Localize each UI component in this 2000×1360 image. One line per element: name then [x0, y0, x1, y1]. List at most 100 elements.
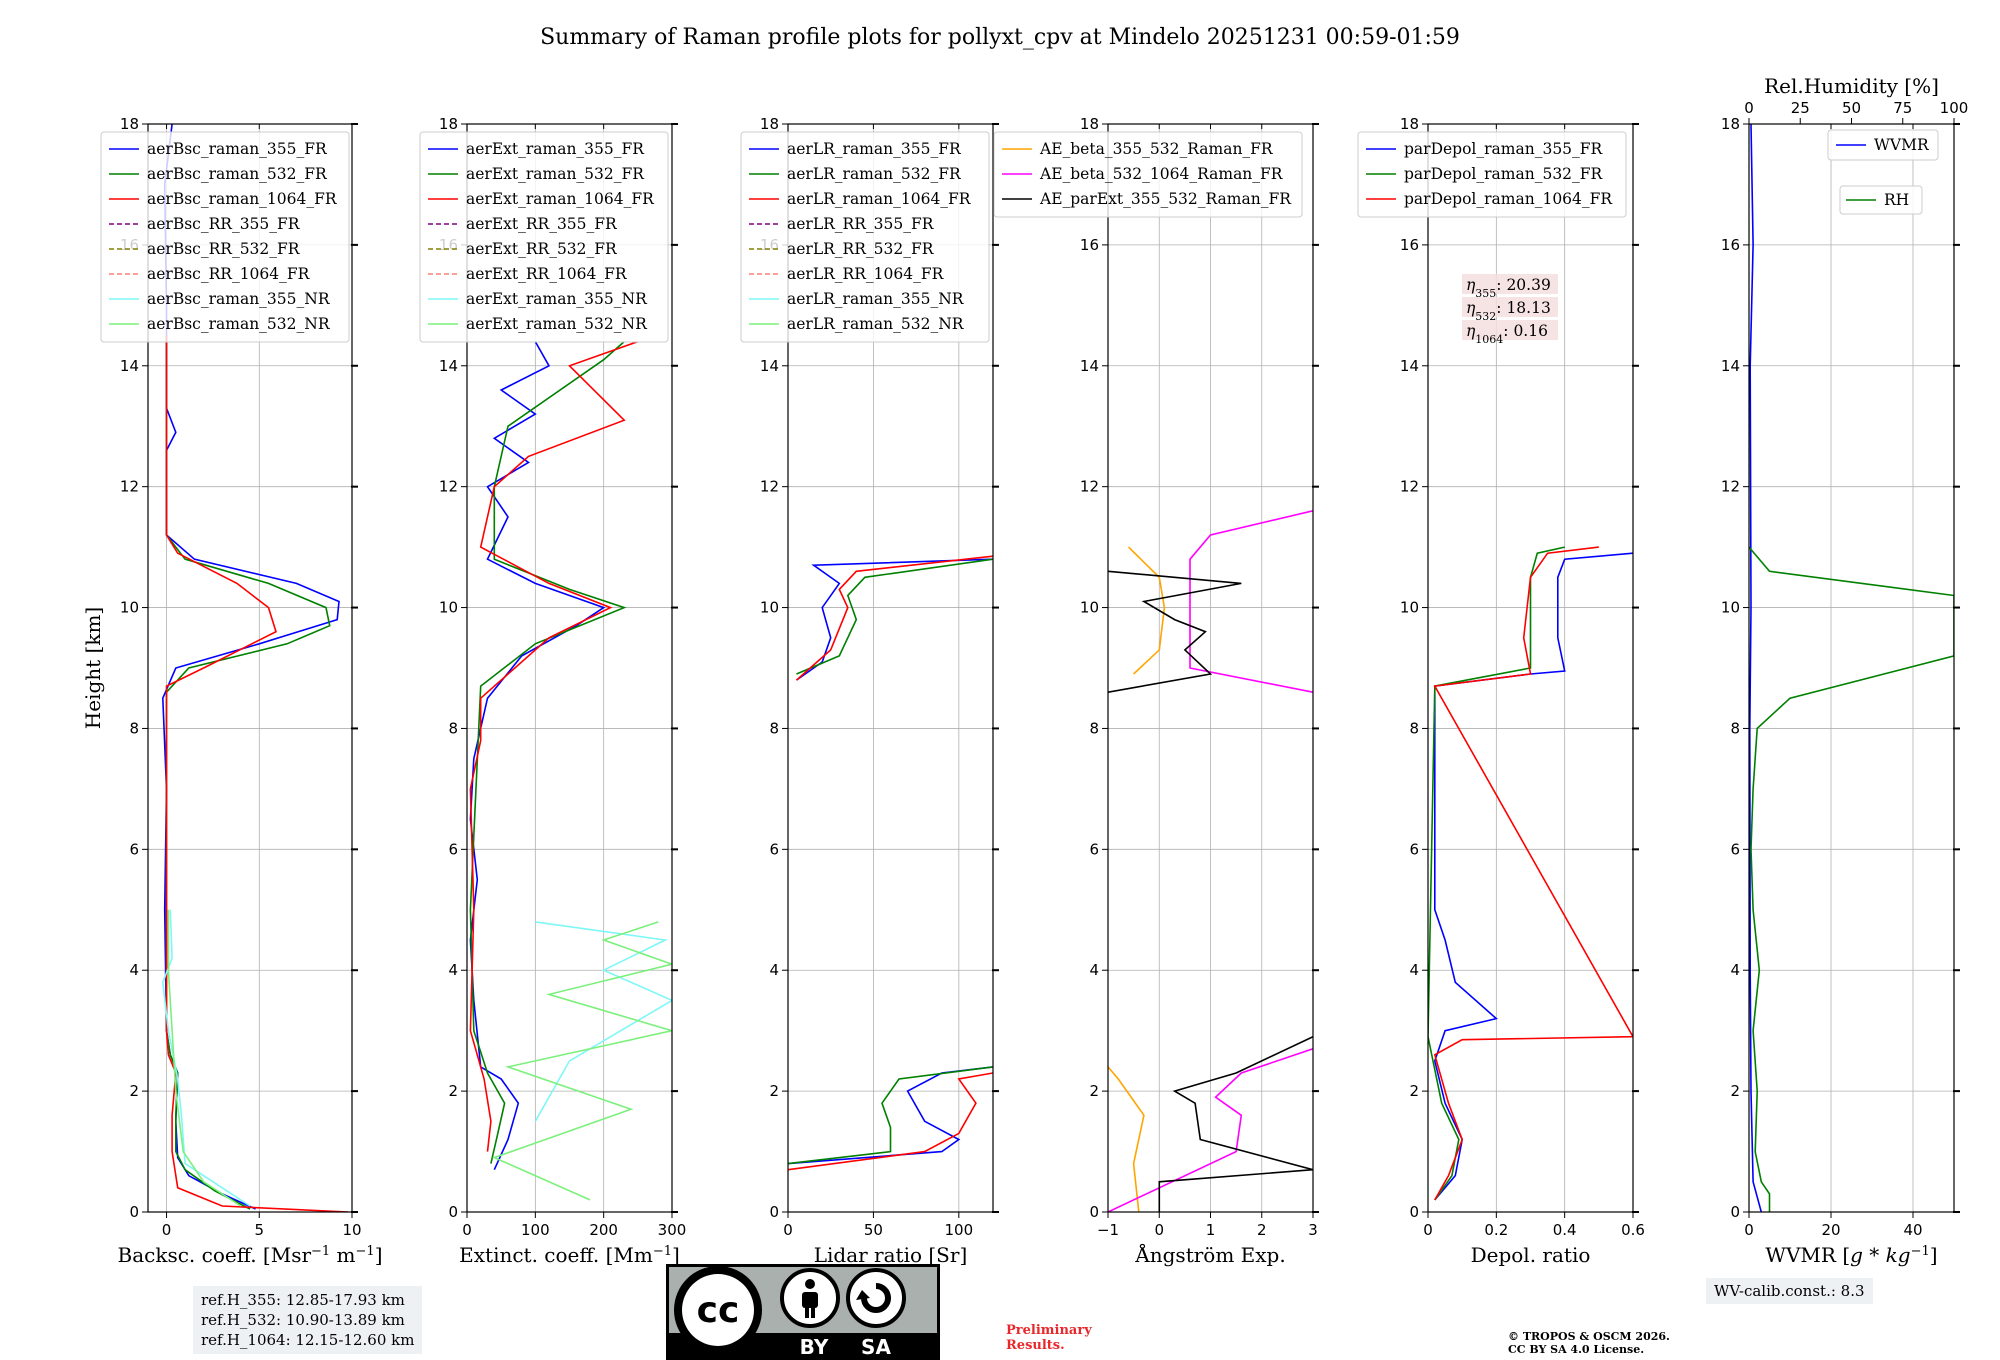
- series-line-aerLR_raman_1064_FR: [788, 1072, 993, 1171]
- panel-bsc: 0510024681012141618Backsc. coeff. [Msr−1…: [100, 115, 383, 1267]
- x-label-end: ]: [672, 1243, 680, 1267]
- series-line-aerExt_raman_355_FR: [469, 341, 606, 1171]
- eta-value: : 18.13: [1496, 299, 1551, 317]
- x-label-text: Depol. ratio: [1471, 1243, 1591, 1267]
- legend-label: RH: [1884, 191, 1909, 209]
- legend-label: aerLR_raman_532_FR: [787, 165, 962, 183]
- legend-box: [1839, 185, 1923, 215]
- x-label-text: WVMR [: [1765, 1243, 1850, 1267]
- y-tick-label: 14: [1721, 357, 1740, 375]
- panels: 0 5 10 0 2 4 6 8 10 12 14 16 18 Backsc. coeff. [Msr−1…: [81, 74, 1968, 1267]
- legend-label: AE_beta_355_532_Raman_FR: [1039, 140, 1274, 158]
- series-line-WVMR: [1749, 124, 1763, 1212]
- eta-symbol: η: [1466, 299, 1476, 317]
- y-tick-label: 4: [1409, 961, 1419, 979]
- x-label-sup-2: −1: [356, 1244, 375, 1259]
- y-tick-label: 10: [439, 599, 458, 617]
- legend-rh: RH: [1839, 185, 1923, 215]
- series-group: [788, 555, 993, 1171]
- y-tick-label: 12: [1080, 478, 1099, 496]
- series-line-aerExt_raman_532_FR: [469, 341, 627, 1164]
- legend-box: [1827, 129, 1939, 161]
- legend-box: [740, 131, 990, 343]
- legend-label: parDepol_raman_1064_FR: [1404, 190, 1613, 208]
- top-x-tick-label: 75: [1893, 99, 1912, 117]
- y-tick-label: 16: [1080, 236, 1099, 254]
- y-tick-label: 18: [760, 115, 779, 133]
- x-axis-label: Backsc. coeff. [Msr−1 m−1]: [118, 1243, 383, 1267]
- series-line-AE_beta_355_532_Raman_FR_cirrus: [1127, 546, 1166, 675]
- legend: parDepol_raman_355_FR parDepol_raman_532_…: [1357, 131, 1627, 218]
- legend-label: aerLR_raman_355_FR: [787, 140, 962, 158]
- y-tick-label: 10: [1400, 599, 1419, 617]
- preliminary-line-1: Preliminary: [1006, 1323, 1092, 1338]
- y-tick-label: 18: [1721, 115, 1740, 133]
- legend-label: aerBsc_RR_1064_FR: [147, 265, 311, 283]
- series-line-aerBsc_raman_355_NR: [161, 909, 251, 1207]
- legend-label: AE_parExt_355_532_Raman_FR: [1039, 190, 1292, 208]
- legend-label: aerExt_raman_1064_FR: [466, 190, 655, 208]
- series-group: [161, 124, 349, 1212]
- figure-title: Summary of Raman profile plots for polly…: [540, 25, 1460, 50]
- preliminary-note: Preliminary Results.: [1006, 1323, 1092, 1353]
- series-line-AE_beta_355_532_Raman_FR: [1108, 1066, 1145, 1212]
- eta-bg: [1462, 274, 1558, 294]
- panel-ext: 0100200300024681012141618Extinct. coeff.…: [419, 115, 687, 1267]
- y-tick-label: 14: [1400, 357, 1419, 375]
- eta-bg: [1462, 297, 1558, 317]
- y-tick-label: 4: [769, 961, 779, 979]
- y-tick-label: 6: [1730, 840, 1740, 858]
- x-tick-label: 0: [783, 1221, 793, 1239]
- y-tick-label: 14: [120, 357, 139, 375]
- x-label-text: Ångström Exp.: [1134, 1242, 1285, 1267]
- x-label-text: Extinct. coeff. [Mm: [459, 1243, 653, 1267]
- series-line-aerLR_raman_1064_FR_cirrus: [795, 555, 993, 681]
- series-line-RH: [1749, 546, 1954, 1212]
- x-tick-label: 3: [1308, 1221, 1318, 1239]
- y-tick-label: 12: [120, 478, 139, 496]
- by-label: BY: [800, 1335, 829, 1359]
- y-tick-label: 0: [1730, 1203, 1740, 1221]
- legend-label: aerExt_raman_355_NR: [466, 290, 648, 308]
- legend-label: aerExt_raman_532_FR: [466, 165, 645, 183]
- y-tick-label: 2: [769, 1082, 779, 1100]
- y-tick-label: 0: [769, 1203, 779, 1221]
- series-line-AE_beta_532_1064_Raman_FR_cirrus: [1189, 510, 1313, 693]
- y-tick-label: 14: [439, 357, 458, 375]
- y-tick-label: 8: [1089, 719, 1099, 737]
- x-label-sup: −1: [311, 1244, 330, 1259]
- y-tick-label: 16: [1721, 236, 1740, 254]
- legend-label: aerLR_RR_532_FR: [787, 240, 935, 258]
- legend-label: WVMR: [1874, 136, 1930, 154]
- y-tick-label: 8: [129, 719, 139, 737]
- top-x-axis-label: Rel.Humidity [%]: [1764, 74, 1939, 98]
- y-tick-label: 8: [1409, 719, 1419, 737]
- x-tick-label: 10: [342, 1221, 361, 1239]
- y-tick-label: 2: [1730, 1082, 1740, 1100]
- y-tick-label: 6: [1409, 840, 1419, 858]
- attribution-icon: [780, 1268, 840, 1328]
- series-group: [1108, 510, 1313, 1212]
- wv-calibration-box: WV-calib.const.: 8.3: [1706, 1278, 1873, 1304]
- eta-value: : 20.39: [1496, 276, 1551, 294]
- eta-label: η532: 18.13: [1466, 299, 1551, 323]
- legend-label: parDepol_raman_532_FR: [1404, 165, 1604, 183]
- legend-label: aerLR_RR_1064_FR: [787, 265, 945, 283]
- cc-license-badge: cc BY SA: [666, 1264, 940, 1360]
- legend-label: aerBsc_raman_355_FR: [147, 140, 328, 158]
- series-group: [469, 340, 672, 1201]
- y-tick-label: 6: [129, 840, 139, 858]
- y-tick-label: 4: [1089, 961, 1099, 979]
- copyright-note: © TROPOS & OSCM 2026. CC BY SA 4.0 Licen…: [1508, 1330, 1670, 1356]
- panel-depol: 0 0.2 0.4 0.6 0 2 4 6 8 10 12 14 16 18 Depol. ratio par…: [1357, 115, 1645, 1267]
- eta-bg: [1462, 320, 1558, 340]
- eta-symbol: η: [1466, 322, 1476, 340]
- legend: aerExt_raman_355_FR aerExt_raman_532_FRae…: [419, 131, 669, 343]
- eta-value: : 0.16: [1503, 322, 1548, 340]
- x-tick-label: 300: [658, 1221, 687, 1239]
- series-group: [1428, 546, 1633, 1201]
- x-tick-label: 5: [254, 1221, 264, 1239]
- y-tick-label: 18: [439, 115, 458, 133]
- legend-label: parDepol_raman_355_FR: [1404, 140, 1604, 158]
